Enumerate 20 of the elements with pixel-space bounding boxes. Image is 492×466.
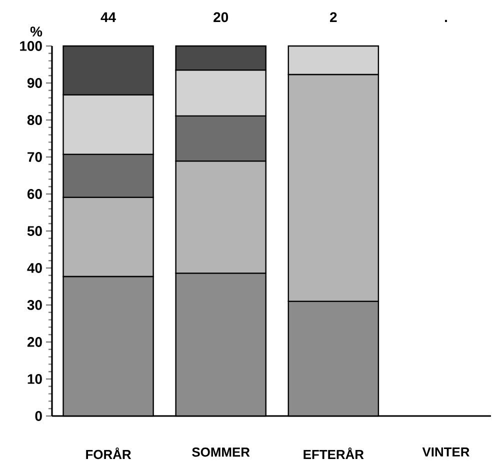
text: . <box>444 20 447 22</box>
y-tick-label: 30 <box>27 300 42 310</box>
y-tick-label: 80 <box>27 115 42 125</box>
y-tick-label: 70 <box>28 152 42 162</box>
y-axis-title: % <box>30 26 42 36</box>
y-tick-label: 10 <box>28 374 42 384</box>
y-tick-label: 60 <box>27 189 42 199</box>
x-tick-label: EFTERÅR <box>304 448 364 459</box>
y-tick-label: 0 <box>35 411 42 421</box>
y-tick-label: 100 <box>20 41 42 51</box>
y-tick-label: 20 <box>27 337 42 347</box>
text: 2 <box>330 12 337 22</box>
x-tick-label: SOMMER <box>192 448 250 457</box>
y-tick-label: 90 <box>27 78 42 88</box>
x-tick-label: FORÅR <box>86 448 132 460</box>
x-tick-label: VINTER <box>422 448 470 456</box>
y-tick-label: 40 <box>27 263 42 273</box>
text: 44 <box>100 12 116 22</box>
text: 20 <box>214 12 228 22</box>
y-tick-label: 50 <box>27 226 42 236</box>
